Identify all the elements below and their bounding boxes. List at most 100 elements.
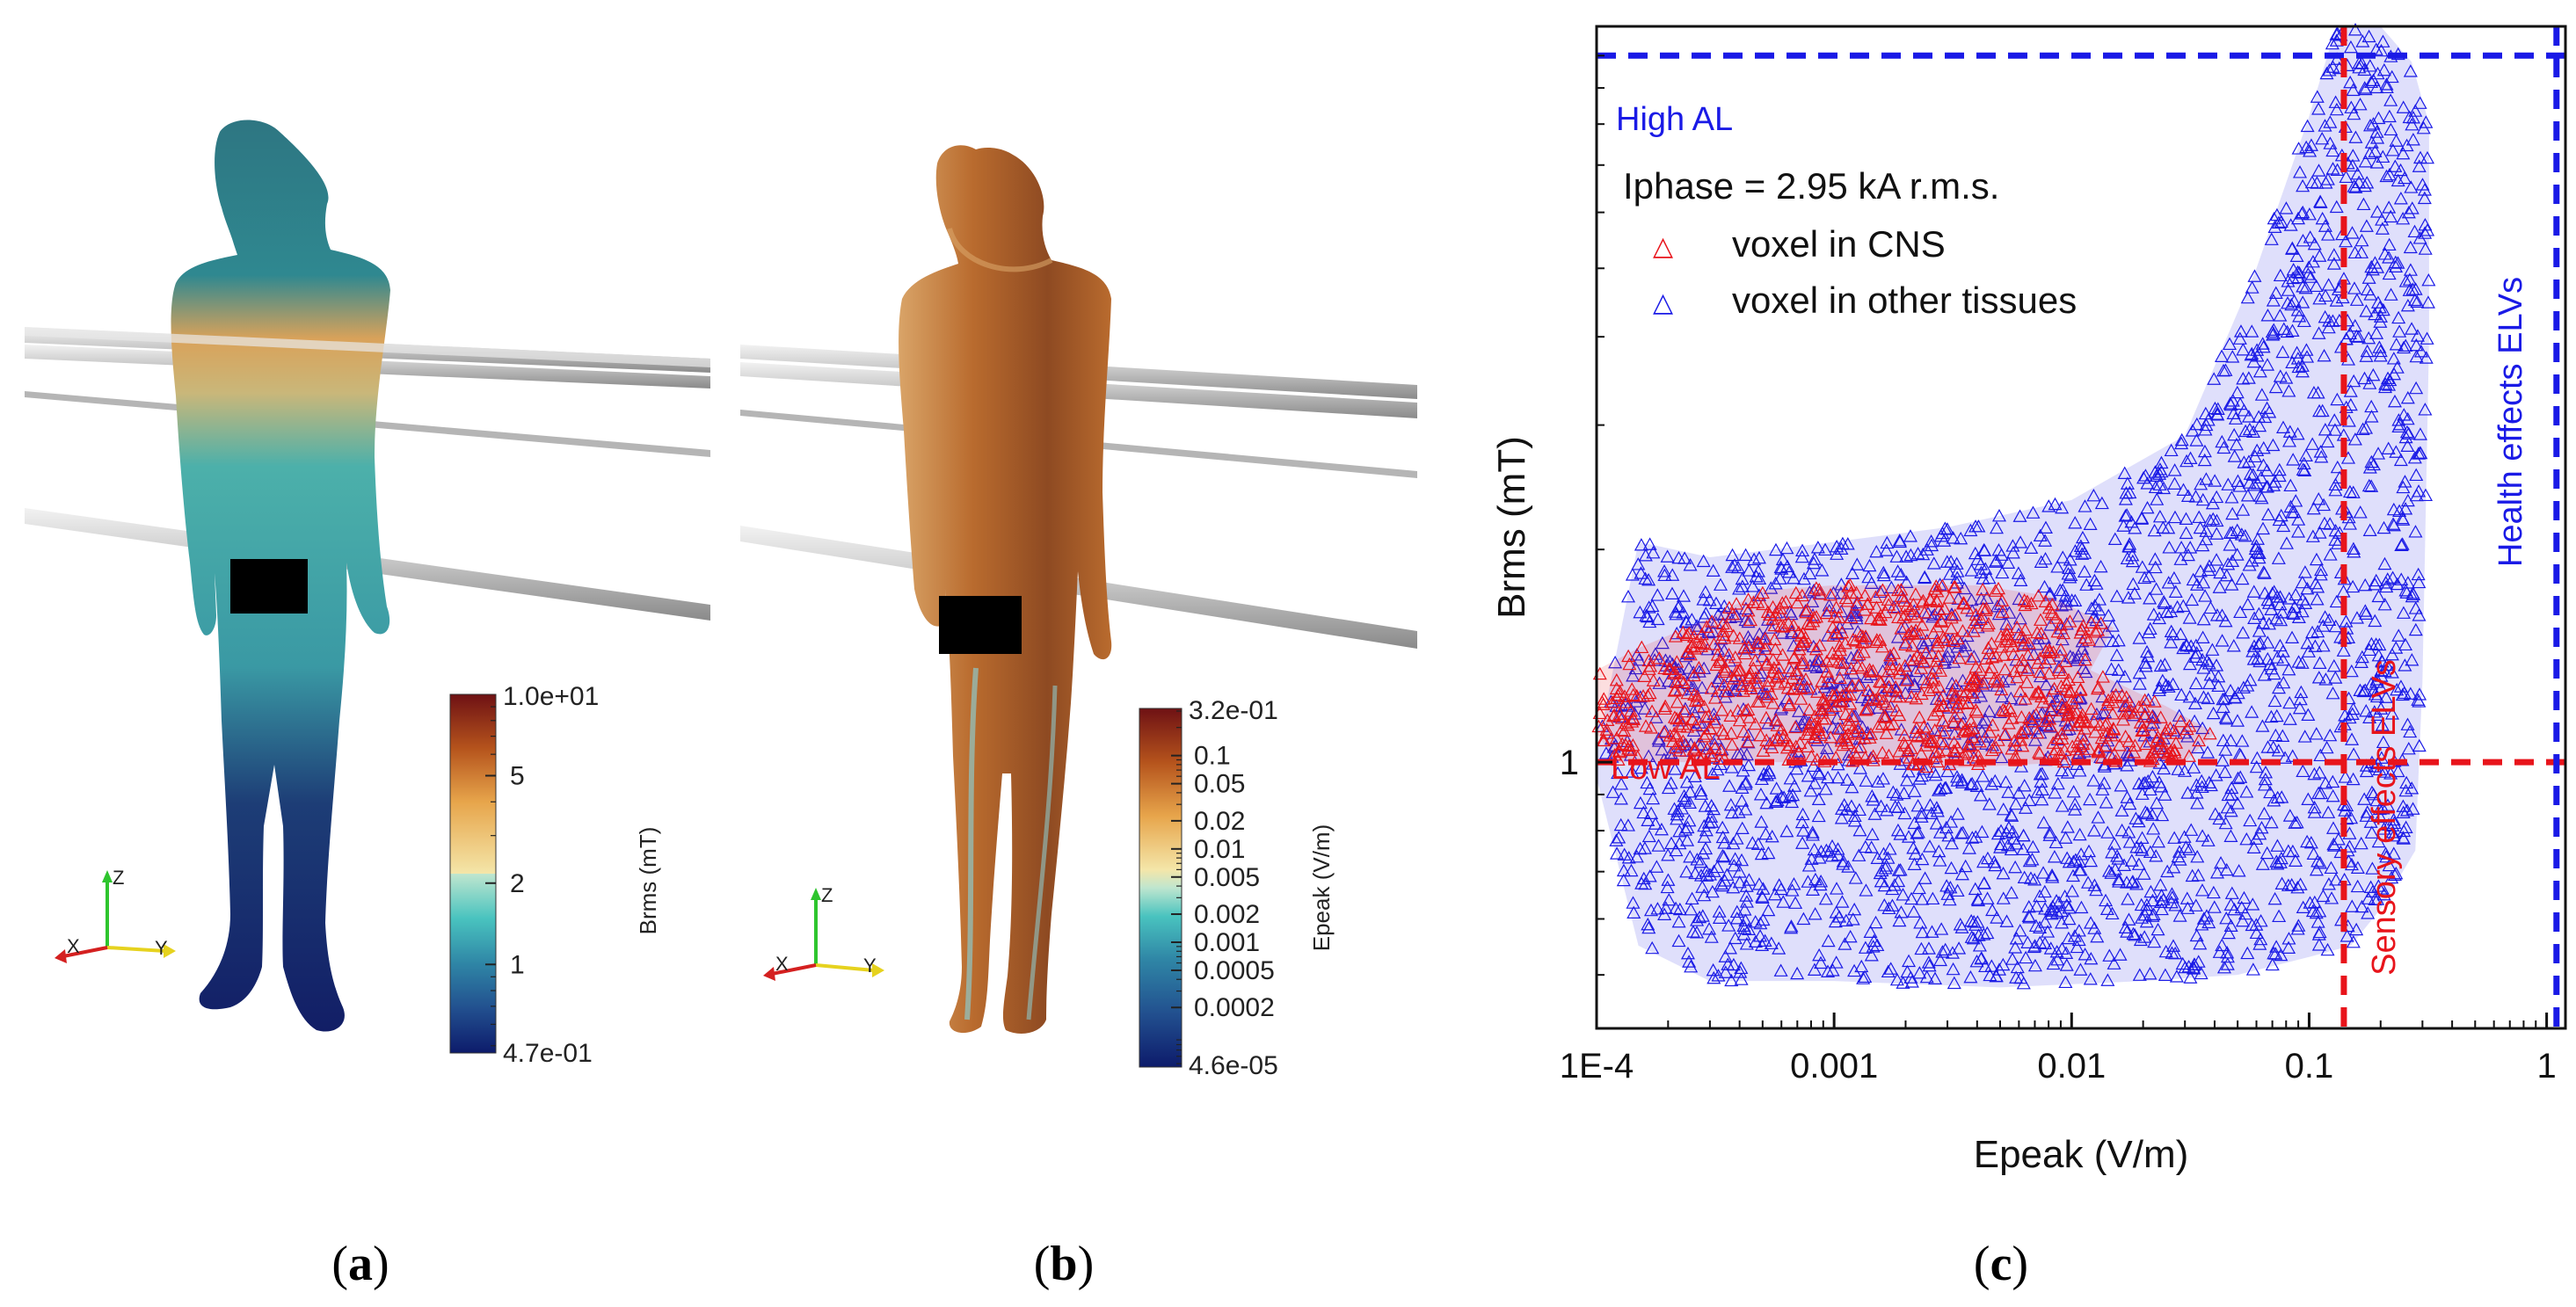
data-point: [1721, 653, 1737, 667]
data-point: [2309, 905, 2324, 919]
data-point: [1794, 692, 1808, 705]
data-point: [2152, 467, 2167, 480]
data-point: [2056, 701, 2070, 715]
data-point: [2303, 144, 2318, 157]
data-point: [2407, 450, 2422, 464]
data-point: [1723, 610, 1738, 623]
data-point: [1708, 615, 1723, 629]
data-point: [1976, 542, 1991, 556]
data-point: [1645, 757, 1660, 770]
data-point: [2239, 831, 2254, 846]
data-point: [2029, 637, 2044, 650]
data-point: [2225, 506, 2240, 520]
data-point: [1655, 635, 1670, 650]
data-point: [2188, 650, 2203, 663]
data-point: [1907, 604, 1922, 617]
data-point: [2252, 937, 2267, 950]
data-point: [2201, 657, 2216, 670]
data-point: [1663, 836, 1679, 850]
data-point: [1981, 641, 1996, 654]
data-point: [2105, 846, 2120, 859]
data-point: [2188, 676, 2203, 690]
data-point: [2216, 733, 2230, 747]
data-point: [2106, 707, 2121, 720]
data-point: [2300, 834, 2315, 848]
data-point: [2055, 763, 2070, 777]
data-point: [2063, 685, 2078, 699]
censor-box-b: [939, 596, 1022, 654]
data-point: [2283, 478, 2298, 492]
data-point: [2295, 359, 2310, 372]
data-point: [1877, 878, 1892, 892]
data-point: [2363, 287, 2378, 301]
data-point: [1997, 704, 2012, 717]
data-point: [2252, 410, 2267, 423]
data-point: [1936, 698, 1951, 712]
data-point: [2281, 384, 2296, 397]
data-point: [1865, 789, 1880, 802]
data-point: [2276, 519, 2291, 533]
data-point: [1848, 634, 1863, 647]
data-point: [1621, 851, 1636, 864]
data-point: [1741, 614, 1756, 628]
data-point: [2267, 211, 2281, 225]
data-point: [2296, 456, 2311, 470]
data-point: [2018, 598, 2033, 612]
data-point: [1952, 941, 1967, 955]
data-point: [2399, 803, 2414, 817]
data-point: [2382, 167, 2397, 181]
data-point: [2364, 479, 2379, 492]
data-point: [2182, 719, 2197, 732]
data-point: [2106, 634, 2121, 648]
data-point: [1909, 623, 1924, 636]
data-point: [2135, 831, 2150, 844]
data-point: [2131, 776, 2147, 790]
data-point: [2055, 500, 2070, 514]
data-point: [2055, 916, 2070, 929]
data-point: [2407, 293, 2422, 307]
data-point: [2145, 893, 2160, 907]
data-point: [2059, 898, 2074, 911]
x-tick-label-2: 0.01: [2037, 1047, 2106, 1086]
data-point: [2357, 371, 2372, 385]
data-point: [2326, 837, 2341, 851]
data-point: [1598, 746, 1613, 759]
data-point: [2284, 297, 2299, 311]
data-point: [1773, 882, 1788, 896]
data-point: [1776, 895, 1791, 908]
data-point: [1786, 877, 1801, 890]
colorbar-b: 0.10.050.020.010.0050.0020.0010.00050.00…: [1139, 696, 1335, 1080]
data-point: [1715, 616, 1730, 630]
data-point: [1680, 644, 1695, 658]
data-point: [1670, 695, 1685, 708]
data-point: [2310, 176, 2325, 189]
data-point: [2050, 776, 2065, 790]
data-point: [1633, 795, 1648, 810]
data-point: [2361, 330, 2376, 345]
data-point: [2034, 792, 2049, 806]
data-point: [1726, 628, 1741, 642]
data-point: [1919, 759, 1934, 773]
data-point: [1792, 642, 1807, 656]
data-point: [2188, 898, 2203, 911]
data-point: [2315, 403, 2330, 418]
data-point: [1736, 919, 1751, 933]
data-point: [2025, 853, 2040, 866]
data-point: [1973, 663, 1988, 676]
data-point: [2401, 426, 2416, 439]
data-point: [2004, 885, 2019, 899]
data-point: [1609, 681, 1624, 695]
data-point: [1637, 701, 1652, 715]
data-point: [1742, 710, 1757, 723]
data-point: [1690, 913, 1705, 926]
data-point: [1668, 762, 1683, 775]
data-point: [2405, 653, 2420, 666]
data-point: [2329, 294, 2344, 307]
data-point: [2332, 526, 2347, 539]
data-point: [2418, 226, 2433, 239]
data-point: [1759, 656, 1774, 669]
data-point: [1832, 671, 1847, 685]
data-point: [2099, 729, 2114, 742]
data-point: [2084, 951, 2099, 965]
data-point: [1844, 661, 1859, 675]
